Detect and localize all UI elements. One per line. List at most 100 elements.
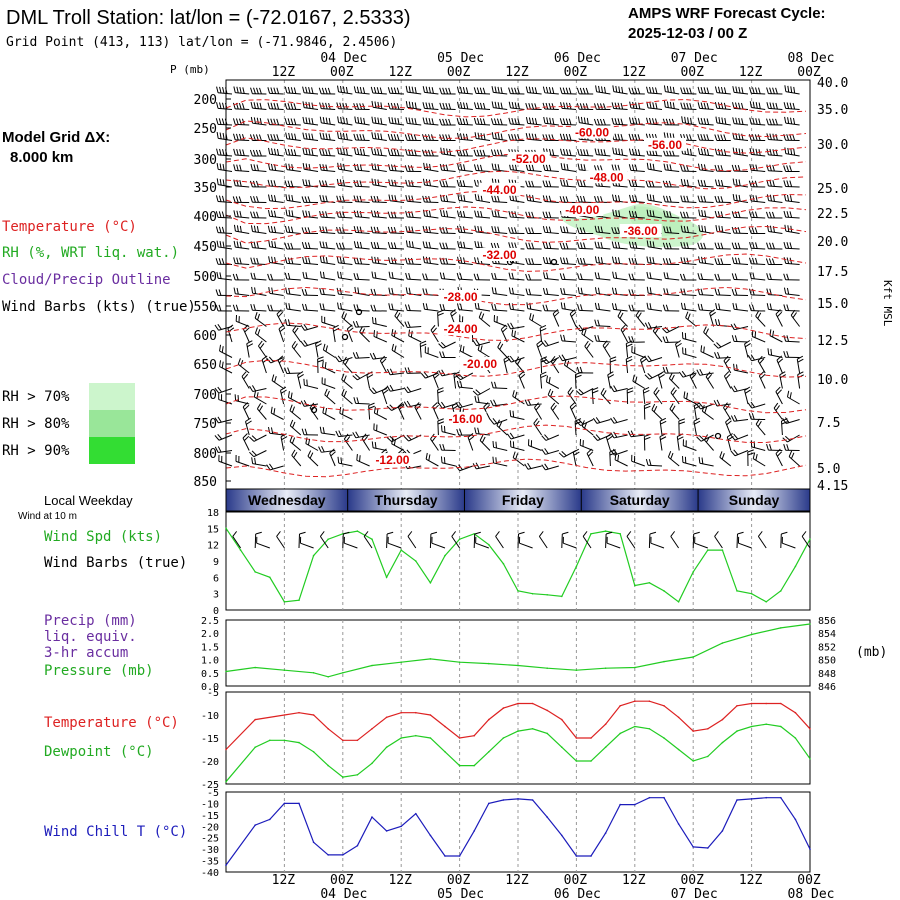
wind-barb-flag (534, 118, 538, 125)
wind-barb-flag (370, 226, 374, 233)
wind-barb-flag (426, 163, 429, 170)
wind-barb-flag (609, 452, 617, 456)
series-point (327, 676, 330, 678)
wind-barb-flag (494, 210, 497, 217)
wind-barb-flag (783, 180, 787, 187)
wind-barb-flag (594, 287, 598, 294)
wind-barb-flag (715, 225, 718, 232)
wind-barb-flag (542, 241, 546, 249)
wind-barb-flag (356, 257, 360, 264)
wind-barb-flag (531, 227, 535, 234)
wind-barb-flag (700, 133, 704, 141)
wind-barb (235, 154, 250, 157)
wind-barb (723, 375, 732, 389)
wind-barb-flag (495, 531, 500, 537)
wind-barb-flag (373, 195, 377, 203)
wind-barb-flag (289, 435, 293, 442)
series-point (721, 718, 724, 721)
wind-barb-flag (387, 149, 391, 156)
wind-barb-flag (482, 149, 486, 157)
wind-barb (356, 459, 370, 467)
wind-barb-flag (308, 148, 311, 156)
wind-barb-flag (474, 257, 477, 264)
wind-barb-flag (340, 302, 343, 310)
wind-barb-flag (445, 242, 449, 249)
wind-barb-flag (465, 149, 469, 157)
series-point (269, 739, 271, 742)
wind-barb-flag (559, 118, 563, 125)
pressure-tick: 300 (194, 153, 217, 168)
wind-barb-flag (511, 272, 514, 280)
wind-barb-flag (630, 430, 635, 437)
wind-barb-flag (678, 418, 685, 422)
wind-barb-flag (528, 180, 532, 187)
wind-barb-flag (340, 271, 343, 279)
wind-barb-flag (259, 118, 262, 125)
wind-barb (338, 201, 353, 203)
wind-barb-flag (663, 210, 666, 218)
wind-barb-flag (445, 257, 449, 265)
wind-barb (527, 92, 542, 95)
wind-barb-flag (706, 87, 710, 94)
wind-barb-flag (483, 133, 486, 140)
wind-barb (374, 412, 388, 420)
wind-barb (286, 169, 301, 172)
wind-barb-flag (562, 242, 566, 250)
time-date-label: 05 Dec (437, 887, 484, 900)
wind-barb-flag (305, 257, 308, 264)
wind-barb-flag (298, 374, 304, 379)
wind-barb-flag (497, 133, 500, 140)
wind-barb-flag (508, 272, 511, 279)
wind-barb-flag (391, 303, 394, 310)
wind-barb-flag (717, 195, 721, 203)
wind-barb-flag (541, 358, 547, 365)
wind-barb-flag (550, 390, 554, 398)
wind-barb-flag (407, 134, 411, 141)
wind-barb-flag (437, 387, 444, 391)
wind-barb-flag (387, 133, 391, 141)
wind-barb-flag (268, 240, 271, 247)
wind-barb-flag (481, 436, 486, 443)
wind-barb-flag (362, 134, 366, 141)
wind-barb-flag (460, 102, 463, 109)
wind-barb-flag (340, 116, 343, 124)
wind-barb-flag (617, 257, 621, 264)
wind-barb-flag (693, 417, 700, 422)
wind-barb-flag (594, 319, 597, 326)
wind-barb-flag (615, 209, 618, 217)
wind-barb-flag (658, 371, 665, 376)
wind-barb-flag (781, 421, 788, 425)
wind-barb-flag (733, 414, 738, 422)
wind-barb (785, 262, 800, 265)
wind-barb-flag (222, 149, 225, 156)
wind-barb-flag (560, 334, 563, 341)
wind-barb-flag (322, 241, 325, 248)
wind-barb-flag (717, 258, 721, 265)
wind-barb-flag (727, 435, 734, 441)
wind-barb-flag (618, 148, 621, 155)
wind-barb-flag (256, 211, 259, 218)
wind-barb (372, 184, 387, 188)
wind-barb-flag (731, 257, 735, 264)
wind-barb-flag (658, 373, 665, 379)
wind-barb (614, 450, 628, 456)
wind-barb-flag (718, 303, 721, 310)
wind-barb (648, 154, 663, 157)
wind-barb-flag (394, 117, 397, 125)
wind-barb (546, 357, 560, 365)
series-point (458, 855, 461, 857)
wind-barb-flag (720, 102, 724, 109)
wind-barb-flag (319, 226, 322, 233)
wind-barb-flag (219, 241, 222, 248)
wind-barb (613, 419, 628, 424)
wind-barb-flag (406, 400, 411, 407)
wind-barb-flag (700, 117, 704, 125)
wind-barb-flag (376, 210, 380, 218)
pressure-tick: 400 (194, 210, 217, 225)
wind-barb (252, 263, 267, 265)
wind-barb (665, 169, 680, 172)
wind-barb-flag (652, 194, 655, 202)
series-point (502, 737, 505, 739)
series-point (225, 864, 227, 866)
series-point (312, 841, 315, 844)
